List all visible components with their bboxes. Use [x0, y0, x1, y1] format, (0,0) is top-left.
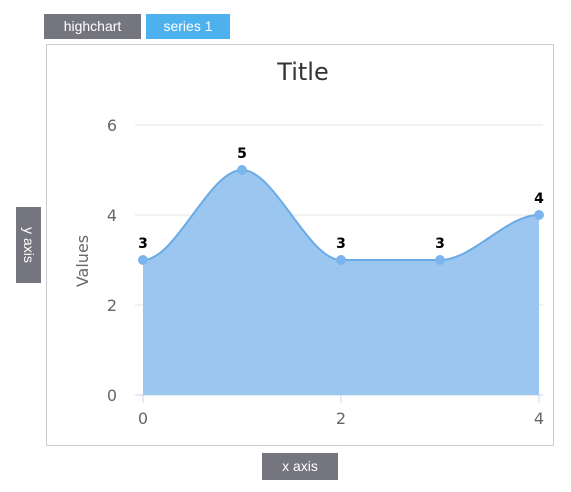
x-tick-labels: 0 2 4 [138, 395, 544, 428]
y-axis-label: Values [73, 235, 92, 287]
y-tick-label: 0 [107, 386, 117, 405]
x-axis-button[interactable]: x axis [262, 453, 338, 480]
data-label: 3 [435, 236, 445, 252]
data-label: 3 [138, 236, 148, 252]
area-fill [143, 170, 539, 395]
data-label: 5 [237, 146, 247, 162]
y-tick-label: 2 [107, 296, 117, 315]
data-label: 3 [336, 236, 346, 252]
data-label: 4 [534, 191, 544, 207]
y-axis-button[interactable]: y axis [16, 207, 41, 283]
area-series [142, 168, 540, 395]
x-tick-label: 2 [336, 409, 346, 428]
y-axis-button-label: y axis [20, 227, 37, 263]
data-point[interactable] [534, 210, 544, 220]
chart-title: Title [276, 58, 328, 86]
y-tick-label: 6 [107, 116, 117, 135]
data-point[interactable] [435, 255, 445, 265]
y-tick-labels: 0 2 4 6 [107, 116, 117, 405]
tab-highchart[interactable]: highchart [44, 14, 141, 39]
tab-series-1[interactable]: series 1 [146, 14, 230, 39]
x-tick-label: 0 [138, 409, 148, 428]
y-tick-label: 4 [107, 206, 117, 225]
data-points [138, 165, 544, 265]
data-point[interactable] [237, 165, 247, 175]
x-tick-label: 4 [534, 409, 544, 428]
data-labels: 3 5 3 3 4 [137, 145, 546, 254]
data-point[interactable] [138, 255, 148, 265]
series-line [142, 168, 540, 262]
data-point[interactable] [336, 255, 346, 265]
